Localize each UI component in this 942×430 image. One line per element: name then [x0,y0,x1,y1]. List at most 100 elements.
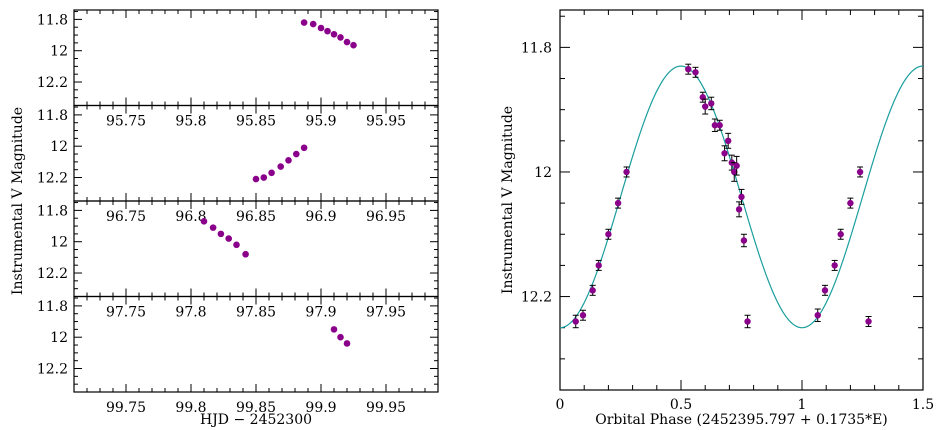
x-tick-label: 96.75 [106,209,146,225]
x-tick-label: 97.85 [236,305,276,321]
data-point [242,250,249,258]
data-point [692,69,699,76]
left-y-axis-label: Instrumental V Magnitude [10,107,26,295]
x-tick-label: 97.95 [366,305,406,321]
y-tick-label: 12.2 [37,362,68,378]
data-point [716,122,723,129]
data-point [837,231,844,238]
x-tick-label: 96.85 [236,209,276,225]
phased-point [685,63,692,75]
data-point [343,340,351,347]
data-point [309,20,317,28]
data-point [735,206,743,213]
phased-point [708,96,715,111]
phased-point [702,98,709,115]
y-tick-label: 12 [50,139,68,155]
x-tick-label: 95.95 [366,114,406,130]
right-y-axis-label: Instrumental V Magnitude [500,106,516,294]
data-point [233,241,240,249]
plot-frame [559,9,924,391]
y-tick-label: 12.2 [521,290,552,306]
phased-point [623,166,630,178]
data-point [277,163,285,170]
panel-3: 11.8 12 12.2 97.75 97.8 97.85 97.9 97.95 [37,200,439,321]
data-point [731,168,738,176]
y-tick-label: 12 [50,330,68,346]
x-tick-label: 96.9 [305,209,336,225]
x-tick-label: 95.9 [305,114,336,130]
right-x-axis-label: Orbital Phase (2452395.797 + 0.1735*E) [595,412,888,428]
y-tick-label: 12.2 [37,75,68,91]
panel-2: 11.8 12 12.2 96.75 96.8 96.85 96.9 96.95 [37,104,439,225]
data-point [821,287,829,294]
data-point [724,137,732,145]
x-tick-label: 97.9 [305,305,336,321]
data-point [343,38,351,46]
data-point [733,162,740,169]
data-point [350,41,357,49]
y-tick-label: 11.8 [37,108,68,124]
data-point [572,318,579,325]
phased-light-curve: 11.8 12 12.2 0 0.5 1 1.5 [521,9,934,413]
data-point [605,231,612,238]
data-point [614,199,622,207]
y-tick-label: 12.2 [37,266,68,282]
data-point [217,230,225,238]
x-tick-label: 95.75 [106,114,146,130]
panel-1: 11.8 12 12.2 95.75 95.8 95.85 95.9 95.95 [37,9,439,130]
phased-point [721,145,728,162]
data-point [200,218,208,225]
x-tick-label: 1.5 [912,397,934,413]
x-tick-label: 99.75 [106,400,146,416]
phased-point [724,132,732,149]
phased-point [837,228,844,240]
phased-point [711,118,719,132]
left-x-axis-label: HJD − 2452300 [200,412,312,428]
data-point [324,27,331,35]
phased-point [579,309,587,321]
x-tick-label: 99.8 [175,400,206,416]
phased-point [716,119,723,131]
y-tick-label: 11.8 [37,299,68,315]
data-point [595,262,602,269]
phased-point [733,155,740,176]
data-point [330,30,338,38]
phased-point [692,66,699,78]
data-point [831,262,838,269]
data-point [589,287,596,294]
panel-4: 11.8 12 12.2 99.75 99.8 99.85 99.9 99.95 [37,295,439,416]
data-point [285,156,292,164]
data-point [579,312,587,319]
phased-point [572,314,579,329]
phased-point [738,188,745,205]
y-tick-label: 12 [534,165,552,181]
data-point [337,333,344,341]
y-tick-label: 12 [50,44,68,60]
data-point [225,235,232,242]
phased-point [605,228,612,240]
data-point [317,24,325,32]
y-tick-label: 11.8 [37,203,68,219]
phased-point [831,259,838,271]
data-point [708,100,715,107]
phased-point [847,197,854,209]
phased-point [589,284,596,296]
phased-point [740,233,748,248]
data-point [865,318,872,325]
x-tick-label: 99.9 [305,400,336,416]
y-tick-label: 12.2 [37,171,68,187]
data-point [685,65,692,73]
data-point [337,34,344,41]
data-point [260,174,268,181]
phased-point [744,314,751,329]
phased-point [595,259,602,271]
x-tick-label: 96.8 [175,209,206,225]
data-point [293,150,300,158]
x-tick-label: 0.5 [670,397,692,413]
x-tick-label: 97.75 [106,305,146,321]
x-tick-label: 99.95 [366,400,406,416]
data-point [252,175,260,183]
phased-point [821,284,829,296]
